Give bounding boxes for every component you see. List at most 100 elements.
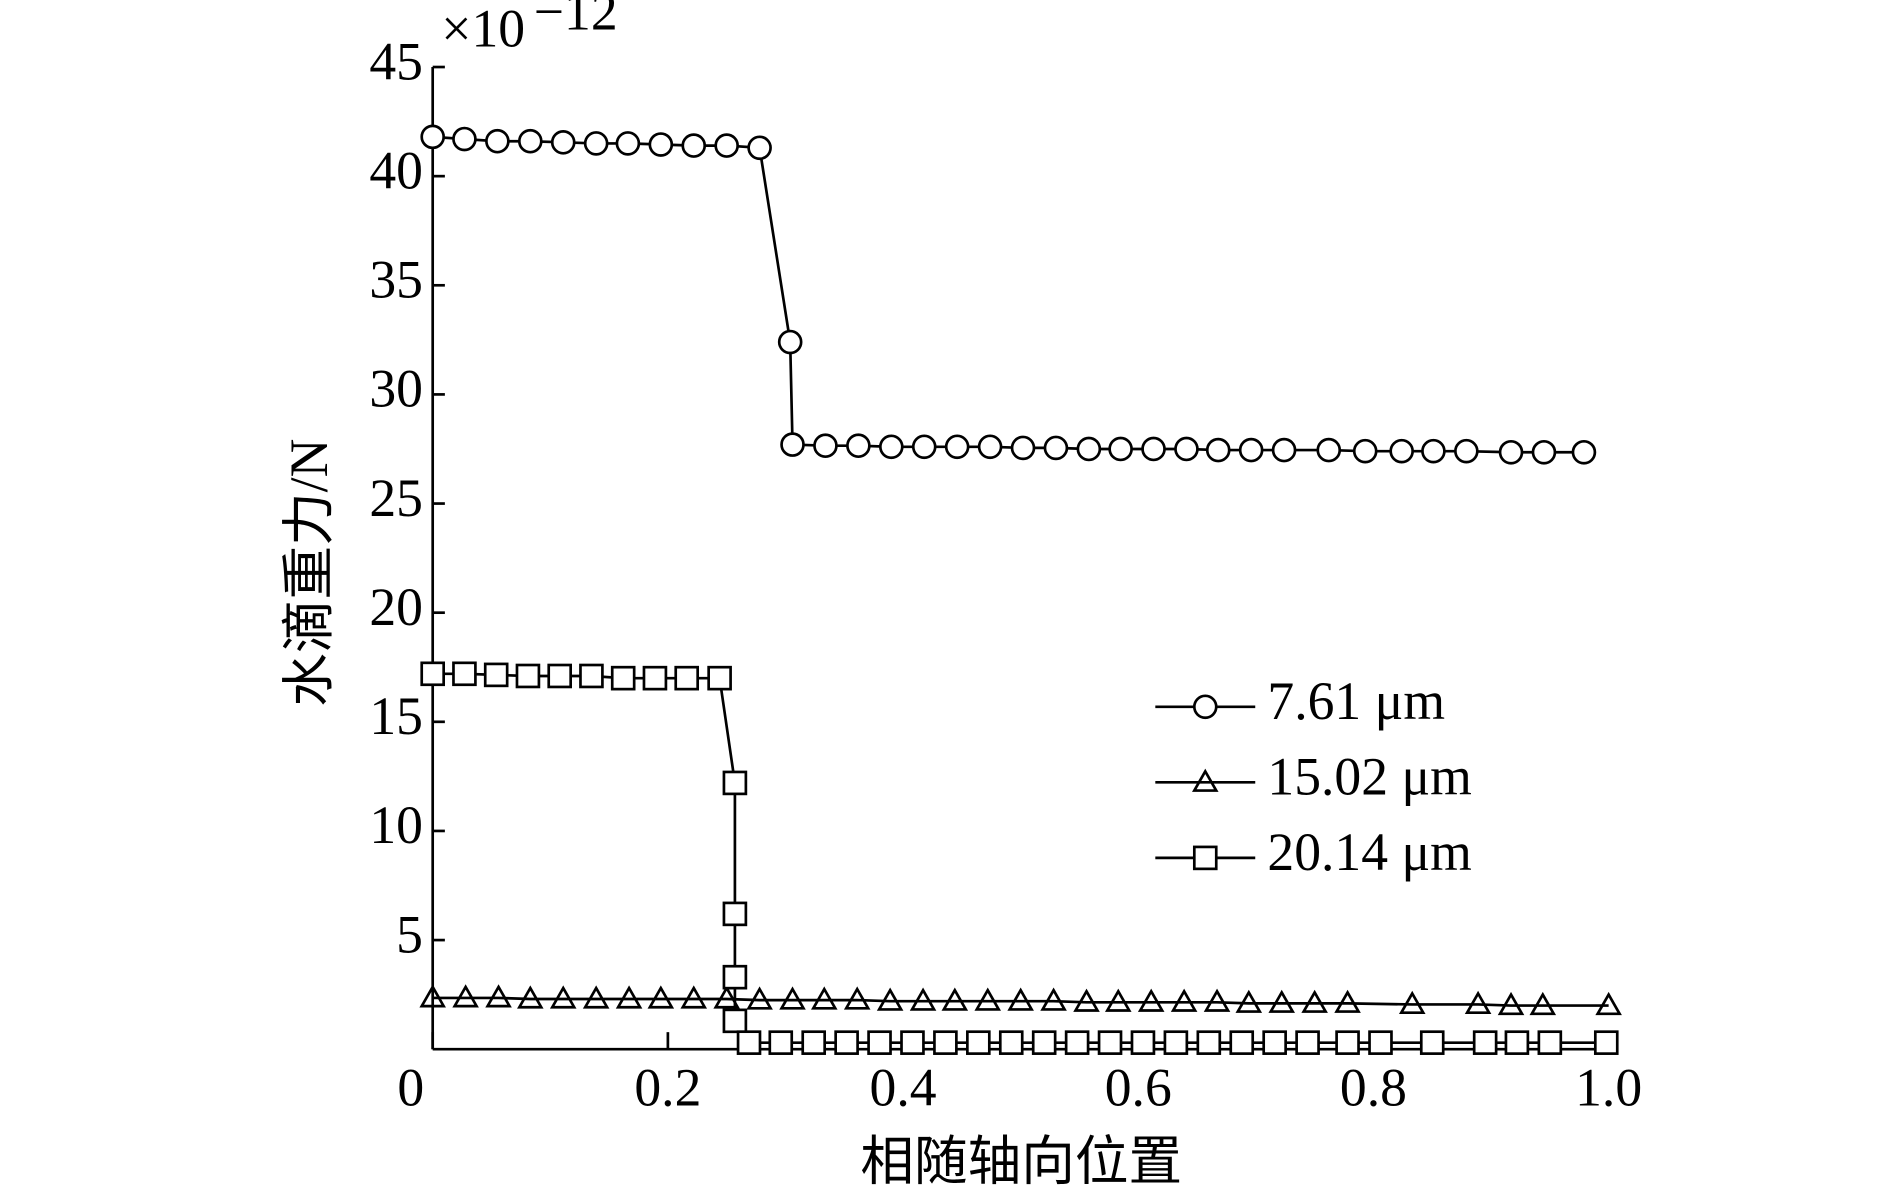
marker [1421,438,1446,464]
marker [707,665,732,691]
marker [1531,439,1557,465]
marker [1454,438,1479,464]
marker [779,986,806,1010]
legend-marker [1192,694,1218,720]
x-tick-label: 0 [397,1057,424,1117]
legend-marker [1192,768,1219,792]
marker [1504,1030,1530,1055]
marker [615,131,641,156]
marker [550,130,576,155]
marker [998,1030,1024,1055]
marker [834,1030,859,1055]
marker [1174,436,1199,462]
marker [1398,990,1426,1015]
legend-marker [1192,845,1218,871]
marker [517,985,544,1009]
y-multiplier-base: ×10 [441,0,525,58]
marker [452,984,479,1008]
marker [1335,1030,1360,1055]
marker [941,987,969,1011]
marker [517,128,543,154]
marker [846,433,871,459]
marker [1295,1030,1320,1055]
y-tick-label: 5 [396,904,423,964]
marker [1334,989,1361,1013]
y-tick-label: 35 [369,250,423,310]
marker [1073,988,1100,1012]
marker [1104,988,1132,1012]
marker [974,987,1002,1011]
y-tick-label: 30 [369,359,423,419]
series-line [432,996,1609,1007]
y-tick-label: 45 [369,31,423,91]
marker [515,663,541,689]
marker [1368,1030,1393,1055]
marker [1108,436,1133,462]
marker [1268,989,1295,1013]
marker [1497,991,1525,1016]
marker [909,987,937,1011]
marker [1137,988,1165,1012]
marker [452,126,477,152]
marker [777,329,803,355]
x-tick-label: 0.4 [870,1057,937,1117]
marker [615,985,643,1009]
marker [722,1008,748,1034]
marker [647,985,675,1009]
y-tick-label: 25 [369,468,423,528]
marker [1262,1030,1287,1055]
y-tick-label: 15 [369,686,423,746]
marker [1141,436,1166,462]
marker [714,133,739,158]
marker [1529,991,1557,1016]
marker [1010,435,1036,461]
y-axis-label: 水滴重力/N [279,439,339,707]
marker [485,984,512,1008]
marker [1352,438,1378,464]
marker [1130,1030,1156,1055]
marker [879,434,904,460]
marker [966,1030,991,1055]
marker [867,1030,892,1055]
marker [1238,437,1264,463]
x-tick-label: 0.8 [1340,1057,1407,1117]
marker [811,986,838,1010]
marker [900,1030,925,1055]
marker [911,434,937,460]
marker [780,432,805,457]
marker [1235,989,1263,1013]
marker [1205,437,1231,463]
marker [420,661,445,687]
marker [1064,1030,1090,1055]
marker [722,964,748,990]
marker [813,433,838,459]
marker [722,901,748,927]
marker [583,131,609,156]
marker [1464,990,1492,1015]
marker [944,434,970,460]
marker [747,135,772,161]
y-multiplier-exponent: −12 [534,0,618,41]
marker [1498,439,1524,465]
marker [547,663,573,689]
marker [933,1030,958,1055]
marker [1271,437,1297,463]
marker [1229,1030,1255,1055]
marker [1537,1030,1563,1055]
marker [713,985,740,1009]
y-tick-label: 10 [369,795,423,855]
x-tick-label: 1.0 [1575,1057,1642,1117]
marker [419,984,446,1008]
marker [1043,435,1069,461]
legend-label: 20.14 μm [1267,822,1471,882]
marker [843,986,871,1010]
marker [1097,1030,1123,1055]
legend-label: 15.02 μm [1267,747,1471,807]
marker [1040,987,1067,1011]
x-tick-label: 0.2 [634,1057,701,1117]
marker [1203,988,1231,1012]
marker [1316,437,1342,463]
marker [1196,1030,1222,1055]
marker [1472,1030,1498,1055]
